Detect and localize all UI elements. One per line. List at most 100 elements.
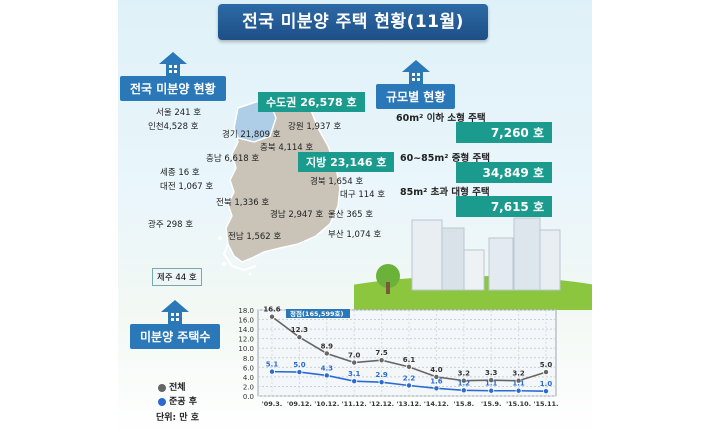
house-roof-icon: [158, 52, 187, 64]
data-point: [433, 385, 440, 392]
x-tick-label: '10.12.: [314, 400, 339, 408]
legend-total: 전체: [158, 380, 186, 393]
national-heading: 전국 미분양 현황: [120, 76, 226, 101]
y-tick-label: 12.0: [238, 336, 254, 344]
y-tick-label: 4.0: [243, 374, 254, 382]
island-dot: [218, 236, 222, 240]
data-point: [460, 387, 467, 394]
region-label-busan: 부산 1,074 호: [328, 230, 382, 240]
building-shape: [513, 217, 541, 291]
data-label: 3.3: [485, 369, 498, 377]
y-tick-label: 18.0: [238, 307, 254, 315]
peak-annotation-bg: [286, 309, 350, 318]
count-heading-block: 미분양 주택수: [130, 300, 221, 349]
region-label-daegu: 대구 114 호: [340, 190, 386, 200]
window-icon: [168, 310, 183, 324]
x-tick-label: '12.12.: [369, 400, 394, 408]
data-label: 1.1: [485, 380, 498, 388]
house-roof-icon: [161, 300, 190, 312]
region-label-gyeongbuk: 경북 1,654 호: [310, 177, 364, 187]
building-shape: [539, 229, 561, 291]
size-label-large: 85m² 초과 대형 주택: [400, 187, 490, 198]
data-label: 3.2: [458, 370, 471, 378]
island-dot: [222, 262, 226, 266]
data-label: 3.1: [348, 370, 361, 378]
building-shape: [441, 227, 465, 291]
unit-label: 단위: 만 호: [156, 413, 199, 423]
data-point: [269, 313, 276, 320]
region-label-gangwon: 강원 1,937 호: [288, 122, 342, 132]
infographic-poster: 전국 미분양 주택 현황(11월) 전국 미분양 현황 규모별 현황 수도권 2…: [118, 0, 592, 436]
data-point: [460, 377, 467, 384]
region-label-gyeongnam: 경남 2,947 호: [270, 210, 324, 220]
data-label: 5.0: [540, 361, 553, 369]
data-point: [269, 368, 276, 375]
x-tick-label: '15.11.: [533, 400, 558, 408]
legend-completed-dot: [158, 397, 166, 406]
y-tick-label: 8.0: [243, 355, 254, 363]
region-label-ulsan: 울산 365 호: [328, 210, 374, 220]
window-icon: [408, 70, 423, 84]
x-tick-label: '11.12.: [342, 400, 367, 408]
y-tick-label: 0.0: [243, 393, 254, 401]
unsold-count-chart: 0.0 2.04.0 6.08.0 10.012.0 14.016.0 18.0 '09.3…: [238, 306, 558, 408]
data-label: 2.9: [375, 371, 388, 379]
data-point: [323, 372, 330, 379]
y-tick-label: 16.0: [238, 317, 254, 325]
building-shape: [488, 237, 514, 291]
y-tick-label: 14.0: [238, 326, 254, 334]
data-point: [542, 369, 549, 376]
x-tick-label: '14.12.: [424, 400, 449, 408]
region-label-seoul: 서울 241 호: [156, 108, 202, 118]
region-label-jeonnam: 전남 1,562 호: [228, 232, 282, 242]
data-point: [488, 387, 495, 394]
legend-total-dot: [158, 383, 166, 392]
coastline-islands: [222, 243, 257, 272]
data-point: [488, 377, 495, 384]
region-label-chungnam: 충남 6,618 호: [206, 154, 260, 164]
y-tick-label: 6.0: [243, 364, 254, 372]
data-label: 5.0: [293, 361, 306, 369]
data-point: [296, 369, 303, 376]
data-point: [405, 363, 412, 370]
data-point: [433, 373, 440, 380]
data-point: [542, 388, 549, 395]
data-label: 5.1: [266, 361, 279, 369]
tree-shape: [376, 264, 400, 288]
tree-trunk-shape: [386, 282, 390, 294]
y-tick-label: 10.0: [238, 345, 254, 353]
data-point: [378, 379, 385, 386]
data-label: 1.0: [540, 380, 553, 388]
y-tick-label: 2.0: [243, 383, 254, 391]
island-dot: [248, 272, 252, 276]
data-point: [515, 377, 522, 384]
peak-annotation: 정점(165,599호): [290, 309, 344, 318]
x-tick-label: '15.10.: [506, 400, 531, 408]
x-tick-label: '09.3.: [262, 400, 283, 408]
data-label: 8.9: [321, 342, 334, 350]
plot-area: [257, 309, 557, 397]
region-label-jeju: 제주 44 호: [152, 268, 202, 286]
data-point: [515, 387, 522, 394]
size-label-medium: 60~85m² 중형 주택: [400, 153, 491, 164]
x-tick-label: '15.8.: [454, 400, 475, 408]
data-label: 7.5: [375, 349, 388, 357]
regional-total-badge: 지방 23,146 호: [298, 152, 395, 172]
data-label: 1.6: [430, 377, 443, 385]
size-heading-block: 규모별 현황: [376, 60, 456, 109]
size-heading: 규모별 현황: [376, 84, 456, 109]
data-point: [296, 334, 303, 341]
data-label: 4.3: [321, 364, 334, 372]
data-point: [405, 382, 412, 389]
korea-map: [218, 93, 341, 276]
region-label-chungbuk: 충북 4,114 호: [260, 143, 314, 153]
region-label-gwangju: 광주 298 호: [148, 220, 194, 230]
national-heading-block: 전국 미분양 현황: [120, 52, 226, 101]
building-shape: [411, 219, 443, 291]
data-label: 7.0: [348, 352, 361, 360]
capital-total-badge: 수도권 26,578 호: [258, 92, 365, 112]
x-tick-label: '13.12.: [396, 400, 421, 408]
region-label-jeonbuk: 전북 1,336 호: [216, 198, 270, 208]
data-label: 1.1: [512, 380, 525, 388]
legend-completed: 준공 후: [158, 394, 197, 407]
